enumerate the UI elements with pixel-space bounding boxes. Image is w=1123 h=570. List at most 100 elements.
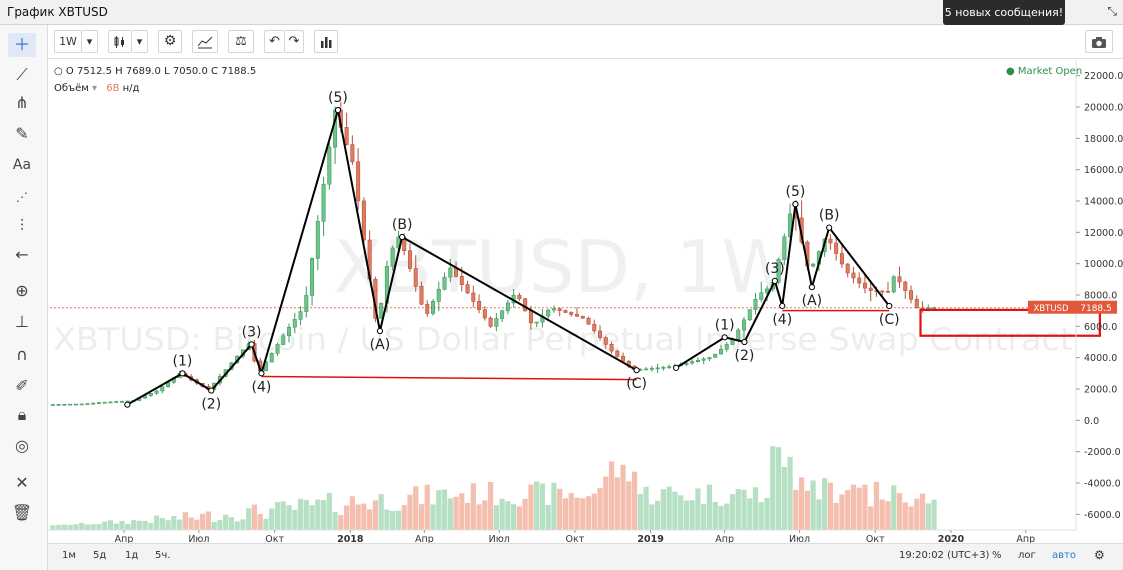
candle-body	[488, 317, 493, 327]
crosshair-icon[interactable]: ＋	[8, 33, 36, 57]
ruler-icon[interactable]: ⊥	[15, 312, 29, 331]
auto-toggle[interactable]: авто	[1052, 550, 1076, 561]
range-5h[interactable]: 5ч.	[155, 550, 171, 561]
text-tool-icon[interactable]: Aa	[12, 157, 32, 173]
volume-bar	[724, 503, 730, 530]
wave-label: (B)	[819, 208, 840, 224]
volume-bar	[297, 498, 304, 530]
candle-body	[885, 291, 890, 293]
wave-label: (5)	[786, 184, 806, 200]
volume-bar	[372, 500, 379, 530]
candle-body	[281, 335, 286, 345]
volume-bar	[522, 498, 528, 530]
undo-icon[interactable]: ↶	[264, 30, 284, 53]
candle-body	[73, 403, 78, 406]
volume-bar	[511, 504, 517, 530]
volume-bar	[390, 511, 396, 530]
chart-type-dropdown-icon[interactable]: ▾	[132, 30, 148, 53]
wave-label: (C)	[879, 312, 900, 328]
x-tick-label: Апр	[1016, 534, 1035, 543]
trash-icon[interactable]: 🗑︎	[11, 503, 33, 522]
volume-bar	[257, 513, 263, 530]
candle-body	[50, 404, 55, 406]
percent-toggle[interactable]: %	[992, 550, 1002, 561]
settings-gear-icon[interactable]: ⚙	[158, 30, 182, 53]
wave-point	[886, 302, 893, 310]
interval-button[interactable]: 1W	[54, 30, 82, 53]
volume-bar	[240, 519, 246, 530]
volume-bar	[130, 520, 137, 530]
candle-body	[448, 267, 453, 278]
trend-line-icon[interactable]: ⟋	[16, 65, 28, 84]
range-1m[interactable]: 1м	[62, 550, 76, 561]
log-toggle[interactable]: лог	[1018, 550, 1036, 561]
magnet-icon[interactable]: ∩	[16, 345, 28, 364]
camera-icon[interactable]	[1085, 30, 1113, 53]
volume-bar	[274, 502, 281, 530]
wave-point	[124, 401, 131, 408]
wave-label: (B)	[392, 217, 413, 233]
candle-body	[839, 253, 844, 265]
wave-point	[334, 107, 342, 114]
volume-bar	[413, 486, 419, 530]
volume-bar	[626, 481, 632, 530]
pattern-icon[interactable]: ⋰	[16, 190, 28, 204]
tools-icon[interactable]: ✕	[15, 473, 29, 492]
volume-bar	[228, 517, 235, 530]
candle-body	[707, 357, 712, 360]
wave-point	[673, 364, 680, 371]
candle-body	[425, 303, 430, 314]
range-5d[interactable]: 5д	[93, 550, 107, 561]
zoom-icon[interactable]: ⊕	[15, 281, 29, 300]
candle-body	[690, 361, 695, 364]
candle-body	[275, 344, 280, 354]
eye-hide-icon[interactable]: ◎	[15, 436, 29, 455]
compare-scales-icon[interactable]: ⚖	[228, 30, 254, 53]
candle-body	[759, 292, 764, 300]
candle-body	[897, 276, 902, 283]
volume-bar	[309, 505, 315, 530]
measure-icon[interactable]: ⫶	[19, 216, 24, 235]
volume-bar	[683, 500, 690, 530]
volume-bar	[799, 477, 805, 530]
redo-icon[interactable]: ↷	[284, 30, 304, 53]
volume-bar	[50, 525, 56, 530]
volume-legend[interactable]: Объём ▾ 6B н/д	[54, 83, 139, 94]
candle-body	[523, 298, 528, 312]
lock-icon[interactable]: 🔒︎	[17, 405, 27, 424]
indicators-icon[interactable]	[192, 30, 218, 53]
high-label: H	[115, 66, 123, 77]
x-tick-label: Июл	[188, 534, 209, 543]
wave-abc-2019	[794, 203, 891, 307]
candle-body	[724, 344, 729, 350]
candle-body	[436, 288, 441, 302]
volume-bar	[614, 477, 620, 530]
pitchfork-icon[interactable]: ⋔	[15, 93, 29, 112]
bar-chart-icon[interactable]	[314, 30, 338, 53]
volume-bar	[263, 518, 269, 530]
volume-bar	[349, 496, 355, 530]
volume-bar	[701, 504, 707, 530]
range-1d[interactable]: 1д	[125, 550, 139, 561]
bottom-settings-gear-icon[interactable]: ⚙	[1094, 548, 1105, 562]
volume-bar	[464, 502, 471, 530]
candles-icon[interactable]	[108, 30, 132, 53]
interval-dropdown-icon[interactable]: ▾	[82, 30, 98, 53]
volume-dropdown-icon[interactable]: ▾	[92, 83, 98, 94]
volume-bar	[217, 519, 223, 530]
volume-bar	[873, 481, 880, 530]
expand-icon[interactable]: ⤡	[1107, 4, 1117, 18]
pencil-lock-icon[interactable]: ✐	[15, 376, 29, 395]
candle-body	[649, 368, 654, 370]
candle-body	[114, 401, 119, 403]
arrow-icon[interactable]: ←	[15, 245, 29, 264]
volume-bar	[361, 503, 367, 530]
wave-label: (2)	[201, 397, 221, 413]
volume-bar	[787, 456, 793, 530]
candle-body	[776, 259, 781, 283]
candle-body	[701, 358, 706, 361]
notification-badge[interactable]: 5 новых сообщения!	[943, 0, 1065, 25]
brush-icon[interactable]: ✎	[15, 124, 29, 143]
volume-bar	[822, 478, 828, 530]
